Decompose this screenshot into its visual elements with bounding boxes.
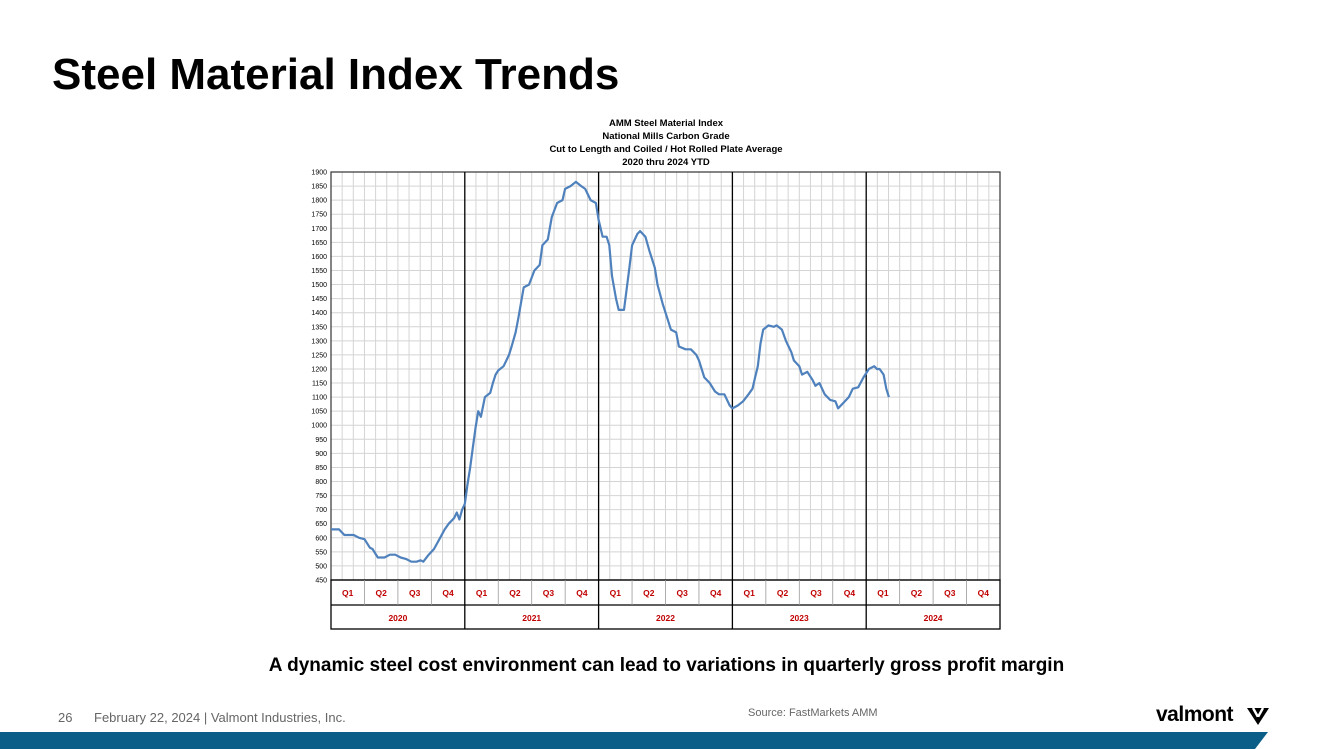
quarter-label: Q1 (743, 588, 755, 598)
quarter-label: Q4 (844, 588, 856, 598)
valmont-logo: valmont (1156, 703, 1269, 727)
y-tick-label: 650 (315, 521, 327, 528)
chart-svg: AMM Steel Material Index National Mills C… (311, 118, 1001, 630)
source-note: Source: FastMarkets AMM (748, 707, 878, 719)
year-label: 2021 (522, 613, 541, 623)
page-title: Steel Material Index Trends (52, 50, 620, 99)
quarter-label: Q4 (576, 588, 588, 598)
footer-bar-shape (0, 732, 1268, 749)
quarter-label: Q2 (509, 588, 521, 598)
y-tick-label: 1900 (311, 170, 327, 177)
y-tick-label: 1200 (311, 366, 327, 373)
y-tick-label: 1850 (311, 184, 327, 191)
chart-title-line: 2020 thru 2024 YTD (622, 157, 710, 168)
y-tick-label: 900 (315, 451, 327, 458)
y-tick-label: 1600 (311, 254, 327, 261)
y-tick-label: 1650 (311, 240, 327, 247)
y-tick-label: 1350 (311, 324, 327, 331)
y-tick-label: 1300 (311, 338, 327, 345)
chart-grid (330, 171, 1001, 581)
y-tick-label: 1100 (312, 395, 327, 402)
year-label: 2024 (924, 613, 943, 623)
y-tick-label: 1700 (311, 226, 327, 233)
y-tick-label: 450 (315, 578, 327, 585)
quarter-label: Q3 (543, 588, 555, 598)
quarter-label: Q1 (610, 588, 622, 598)
quarter-label: Q2 (777, 588, 789, 598)
year-dividers (464, 172, 867, 629)
chart: AMM Steel Material Index National Mills C… (290, 113, 1050, 638)
footer-date-company: February 22, 2024 | Valmont Industries, … (94, 710, 346, 725)
quarter-label: Q3 (810, 588, 822, 598)
y-tick-label: 950 (315, 437, 327, 444)
quarter-label: Q1 (342, 588, 354, 598)
y-tick-label: 1500 (311, 282, 327, 289)
y-tick-label: 550 (315, 549, 327, 556)
y-tick-label: 1000 (311, 423, 327, 430)
quarter-label: Q2 (911, 588, 923, 598)
quarter-label: Q4 (442, 588, 454, 598)
quarter-label: Q1 (877, 588, 889, 598)
year-label: 2022 (656, 613, 675, 623)
x-axis-table: Q1 Q2 Q3 Q4 Q1 Q2 Q3 Q4 Q1 Q2 Q3 Q4 Q1 Q2 Q3 Q4 Q1 Q2 Q3 Q4… (330, 579, 1001, 630)
quarter-label: Q2 (376, 588, 388, 598)
quarter-label: Q2 (643, 588, 655, 598)
y-tick-label: 1150 (312, 381, 327, 388)
quarter-label: Q4 (978, 588, 990, 598)
quarter-label: Q3 (677, 588, 689, 598)
quarter-label: Q4 (710, 588, 722, 598)
logo-wordmark: valmont (1156, 703, 1234, 726)
chart-title: AMM Steel Material Index National Mills C… (549, 118, 782, 168)
quarter-label: Q1 (476, 588, 488, 598)
chart-title-line: Cut to Length and Coiled / Hot Rolled Pl… (549, 144, 782, 155)
footer-bar (0, 732, 1268, 749)
y-tick-label: 850 (315, 465, 327, 472)
series-line-steel-index (331, 180, 890, 563)
y-tick-label: 1550 (311, 268, 327, 275)
y-axis-ticks: 450 500 550 600 650 700 750 800 850 900 950 1000 105… (311, 170, 327, 585)
y-tick-label: 1750 (311, 212, 327, 219)
page-number: 26 (58, 710, 73, 725)
y-tick-label: 600 (315, 535, 327, 542)
y-tick-label: 1400 (311, 310, 327, 317)
quarter-label: Q3 (409, 588, 421, 598)
year-label: 2023 (790, 613, 809, 623)
y-tick-label: 800 (315, 479, 327, 486)
year-label: 2020 (388, 613, 407, 623)
y-tick-label: 1450 (311, 296, 327, 303)
y-tick-label: 1050 (311, 409, 327, 416)
y-tick-label: 1800 (311, 198, 327, 205)
slide-subtitle: A dynamic steel cost environment can lea… (268, 655, 1065, 676)
y-tick-label: 750 (315, 493, 327, 500)
y-tick-label: 1250 (311, 352, 327, 359)
y-tick-label: 700 (315, 507, 327, 514)
quarter-label: Q3 (944, 588, 956, 598)
chart-title-line: AMM Steel Material Index (609, 118, 724, 129)
valmont-v-mark-icon (1247, 707, 1269, 725)
chart-title-line: National Mills Carbon Grade (602, 131, 729, 142)
y-tick-label: 500 (315, 563, 327, 570)
